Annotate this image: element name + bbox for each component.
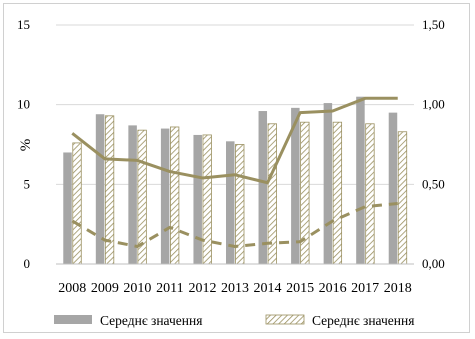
legend-swatch xyxy=(265,314,305,325)
y-left-tick-label: 10 xyxy=(17,97,30,112)
bar xyxy=(258,111,268,264)
chart: 0 5 10 15 0,00 0,50 1,00 1,50% 2008 2009 2010 2011 2… xyxy=(17,17,445,328)
y-left-tick-label: 15 xyxy=(17,17,30,32)
bar xyxy=(332,121,343,265)
y-left-axis-title: % xyxy=(18,139,34,152)
chart-frame: 0 5 10 15 0,00 0,50 1,00 1,50% 2008 2009 2010 2011 2… xyxy=(3,3,470,333)
x-tick-label: 2017 xyxy=(351,281,379,296)
y-right-tick-label: 0,00 xyxy=(422,256,445,271)
bar xyxy=(128,125,137,264)
x-tick-label: 2008 xyxy=(58,281,86,296)
y-right-tick-label: 0,50 xyxy=(422,176,445,191)
legend-label: Середнє значення xyxy=(312,313,414,328)
x-tick-label: 2009 xyxy=(91,281,119,296)
bar xyxy=(63,152,72,264)
legend-label: Середнє значення xyxy=(100,313,202,328)
bar xyxy=(193,134,202,264)
x-tick-label: 2012 xyxy=(188,281,216,296)
solid-line-series xyxy=(71,96,398,185)
x-tick-label: 2016 xyxy=(319,281,347,296)
bar xyxy=(202,134,212,265)
bar xyxy=(95,114,105,264)
y-right-tick-label: 1,00 xyxy=(422,97,445,112)
bar xyxy=(291,107,300,264)
y-right-tick-label: 1,50 xyxy=(422,17,445,32)
x-tick-label: 2014 xyxy=(254,281,282,296)
bar xyxy=(356,96,365,264)
bar xyxy=(226,141,235,264)
gridlines xyxy=(56,24,414,185)
x-tick-label: 2010 xyxy=(123,281,151,296)
x-tick-label: 2011 xyxy=(156,281,183,296)
x-tick-label: 2018 xyxy=(384,281,412,296)
axes: 0 5 10 15 0,00 0,50 1,00 1,50% 2008 2009 2010 2011 2… xyxy=(17,17,445,296)
legend: Середнє значення Середнє значення xyxy=(54,313,414,328)
y-left-tick-label: 0 xyxy=(24,256,31,271)
bar xyxy=(300,121,310,265)
bar xyxy=(170,126,180,265)
lines xyxy=(71,96,398,248)
dashed-line-series xyxy=(71,201,398,248)
bars xyxy=(63,96,408,265)
legend-swatch xyxy=(54,315,92,324)
y-left-tick-label: 5 xyxy=(24,176,31,191)
x-tick-label: 2015 xyxy=(286,281,314,296)
x-tick-label: 2013 xyxy=(221,281,249,296)
bar xyxy=(72,142,82,265)
bar xyxy=(365,123,375,265)
legend-entries: Середнє значення Середнє значення xyxy=(54,313,414,328)
bar xyxy=(323,103,333,264)
bar xyxy=(397,131,408,265)
bar xyxy=(160,128,170,264)
bar xyxy=(388,112,398,264)
